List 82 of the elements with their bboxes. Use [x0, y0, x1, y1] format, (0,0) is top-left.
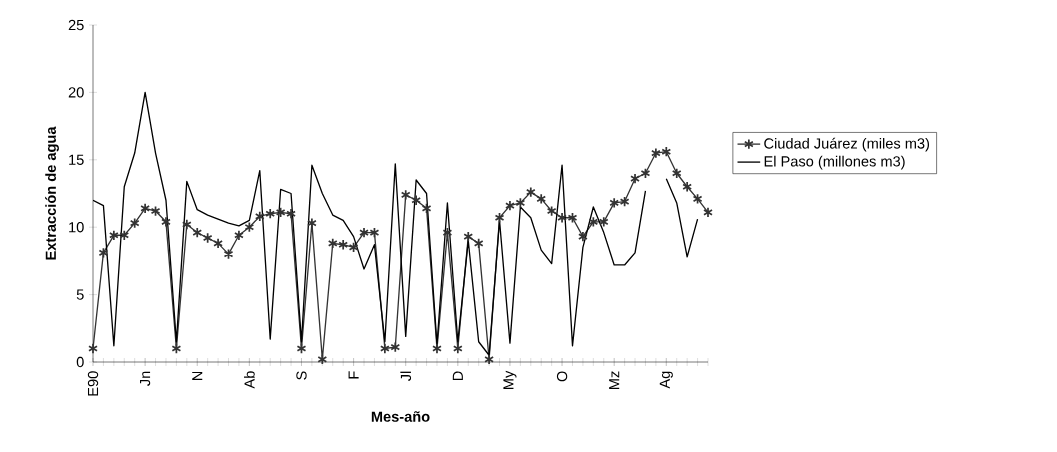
point — [630, 173, 640, 185]
point — [650, 147, 661, 159]
y-tick-label: 5 — [76, 289, 84, 300]
x-tick-label: Jl — [400, 371, 412, 382]
y-tick-label: 15 — [69, 154, 84, 165]
point — [317, 353, 328, 365]
point — [369, 227, 380, 239]
point — [171, 343, 182, 355]
point — [327, 237, 338, 249]
point — [213, 237, 223, 249]
point — [609, 197, 620, 209]
point — [286, 208, 296, 220]
point — [682, 181, 693, 193]
x-tick-label: Jn — [140, 371, 151, 386]
legend-label: El Paso (millones m3) — [764, 155, 905, 170]
point — [338, 239, 349, 251]
x-axis-title: Mes-año — [371, 411, 430, 422]
point — [588, 216, 599, 228]
y-tick-label: 25 — [68, 19, 84, 31]
y-tick-label: 10 — [69, 222, 84, 233]
point — [129, 217, 140, 229]
point — [150, 205, 161, 217]
point — [254, 210, 265, 222]
point — [359, 227, 369, 239]
point — [494, 212, 505, 224]
x-tick-label: O — [556, 371, 568, 382]
point — [598, 216, 609, 228]
point — [348, 241, 359, 253]
x-tick-label: F — [348, 371, 359, 379]
point — [432, 343, 442, 355]
x-tick-label: Mz — [609, 371, 620, 389]
point — [234, 229, 244, 241]
point — [640, 167, 651, 179]
point — [202, 232, 213, 244]
point — [536, 193, 547, 205]
x-tick-label: E90 — [87, 371, 99, 396]
point — [379, 343, 390, 355]
y-tick-label: 0 — [76, 356, 84, 368]
point — [692, 193, 703, 205]
point — [275, 206, 286, 218]
point — [223, 248, 234, 260]
point — [515, 197, 526, 209]
point — [390, 341, 401, 353]
point — [546, 205, 557, 217]
point — [619, 196, 630, 208]
y-tick-label: 20 — [68, 87, 84, 98]
point — [505, 200, 515, 212]
y-axis-title: Extracción de agua — [45, 126, 59, 260]
point — [557, 212, 567, 224]
point — [452, 343, 463, 355]
point — [296, 343, 307, 355]
point — [140, 202, 151, 214]
point — [400, 189, 411, 201]
legend-label: Ciudad Juárez (miles m3) — [764, 137, 930, 152]
point — [265, 208, 276, 220]
point — [181, 218, 192, 231]
point — [244, 221, 255, 233]
point — [484, 353, 494, 365]
point — [98, 247, 109, 259]
point — [567, 212, 578, 224]
x-tick-label: S — [296, 371, 307, 380]
x-tick-label: N — [192, 371, 203, 381]
point — [578, 231, 588, 243]
point — [525, 186, 536, 198]
point — [463, 231, 474, 243]
point — [661, 146, 672, 158]
x-tick-label: Ag — [659, 371, 673, 389]
point — [161, 216, 171, 228]
point — [192, 227, 203, 239]
point — [307, 217, 317, 229]
point — [442, 227, 453, 239]
point — [108, 229, 119, 241]
x-tick-label: Ab — [244, 371, 255, 389]
point — [411, 194, 422, 206]
point — [703, 206, 713, 218]
point — [421, 202, 432, 214]
point — [88, 343, 98, 355]
point — [671, 167, 682, 179]
point — [119, 229, 130, 241]
x-tick-label: My — [503, 370, 517, 389]
point — [473, 237, 484, 249]
x-tick-label: D — [452, 371, 463, 381]
